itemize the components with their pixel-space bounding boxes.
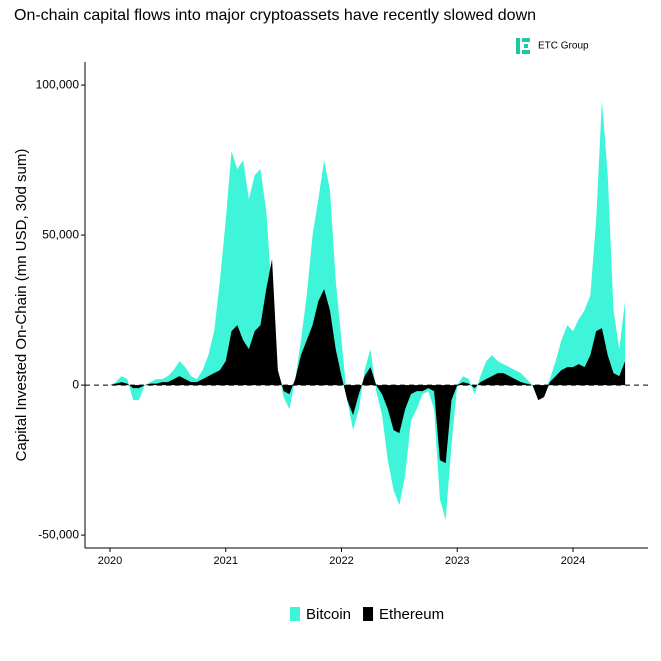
x-tick-label: 2024 <box>561 555 585 567</box>
y-tick-label: 50,000 <box>42 227 79 241</box>
legend-label: Ethereum <box>379 606 444 623</box>
logo-icon <box>522 38 530 42</box>
logo-icon <box>524 44 528 48</box>
x-tick-label: 2023 <box>445 555 469 567</box>
logo: ETC Group <box>516 38 589 54</box>
x-tick-label: 2020 <box>98 555 122 567</box>
y-axis-label: Capital Invested On-Chain (mn USD, 30d s… <box>13 149 30 462</box>
legend: Bitcoin Ethereum <box>290 606 444 623</box>
legend-swatch <box>290 607 300 621</box>
logo-icon <box>516 38 520 54</box>
y-tick-label: 0 <box>72 377 79 391</box>
chart-title: On-chain capital flows into major crypto… <box>14 7 536 24</box>
legend-label: Bitcoin <box>306 606 351 623</box>
legend-swatch <box>363 607 374 621</box>
x-tick-label: 2021 <box>214 555 238 567</box>
y-tick-label: -50,000 <box>38 527 79 541</box>
logo-text: ETC Group <box>538 41 589 52</box>
logo-icon <box>522 50 530 54</box>
area <box>110 100 626 521</box>
y-tick-label: 100,000 <box>36 77 80 91</box>
x-tick-label: 2022 <box>329 555 353 567</box>
